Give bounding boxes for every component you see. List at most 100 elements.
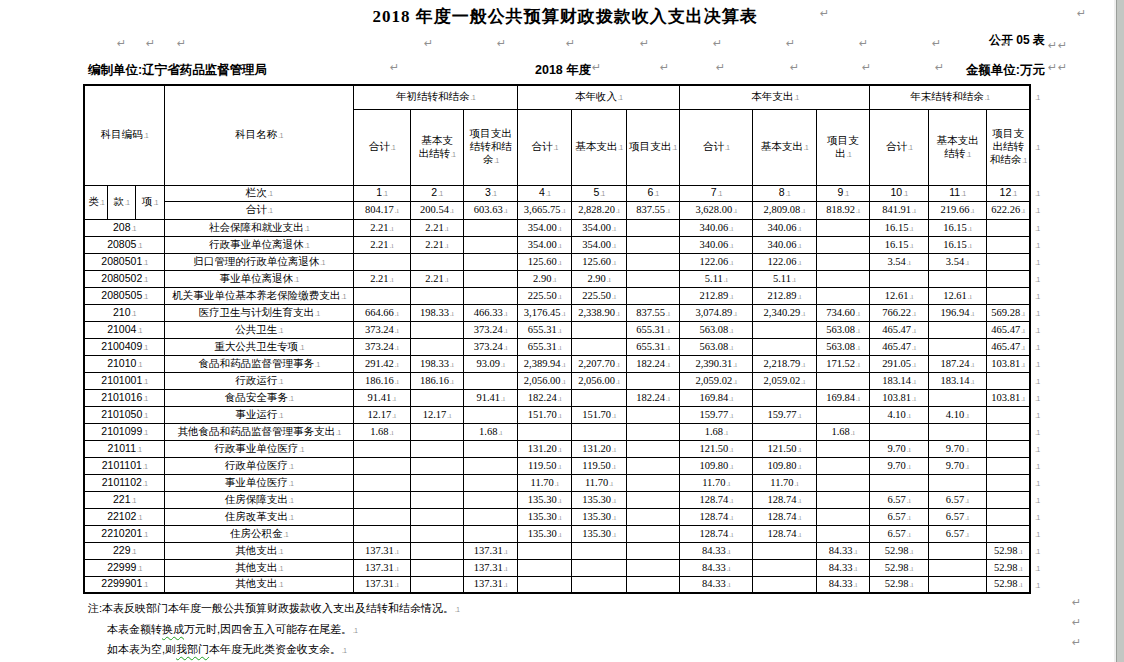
value-cell (354, 287, 410, 304)
cell-end-mark-icon: .1 (666, 310, 670, 317)
value-cell (987, 423, 1031, 440)
table-row: 210.1医疗卫生与计划生育支出.1664.66.1198.33.1466.33… (84, 304, 1046, 321)
value-cell: 52.98.1 (987, 559, 1031, 576)
value-cell: 52.98.1 (870, 559, 928, 576)
value-cell: 128.74.1 (680, 491, 753, 508)
value-cell: 2,389.94.1 (518, 355, 572, 372)
cell-end-mark-icon: .1 (907, 497, 911, 504)
value-cell: 187.24.1 (928, 355, 986, 372)
value-cell (816, 457, 870, 474)
paragraph-mark-icon: .1 (1035, 327, 1039, 334)
cell-end-mark-icon: .1 (315, 361, 319, 368)
cell-end-mark-icon: .1 (268, 190, 272, 197)
paragraph-mark-icon: .1 (1035, 310, 1039, 317)
info-row: 编制单位:辽宁省药品监督管理局 2018 年度 金额单位:万元 (83, 60, 1047, 82)
cell-end-mark-icon: .1 (143, 480, 147, 487)
table-row: 21004.1公共卫生.1373.24.1373.24.1655.31.1655… (84, 321, 1046, 338)
paragraph-mark-icon: ↵ (1048, 40, 1057, 51)
value-cell: 5.11.1 (753, 270, 817, 287)
cell-end-mark-icon: .1 (797, 293, 801, 300)
cell-end-mark-icon: .1 (907, 463, 911, 470)
cell-end-mark-icon: .1 (132, 310, 136, 317)
value-cell: 563.08.1 (816, 321, 870, 338)
cell-end-mark-icon: .1 (395, 310, 399, 317)
cell-end-mark-icon: .1 (853, 548, 857, 555)
value-cell: 119.50.1 (572, 457, 626, 474)
group-header-3: 年末结转和结余.1 (870, 85, 1030, 109)
row-end-area: .1 (1030, 508, 1046, 525)
cell-end-mark-icon: .1 (143, 293, 147, 300)
value-cell (987, 287, 1031, 304)
value-cell: 12.61.1 (928, 287, 986, 304)
value-cell (816, 406, 870, 423)
value-cell (816, 253, 870, 270)
cell-end-mark-icon: .1 (284, 531, 288, 538)
value-cell (464, 287, 518, 304)
value-cell: 128.74.1 (680, 525, 753, 542)
value-cell: 2.21.1 (354, 219, 410, 236)
paragraph-mark-icon: .1 (1035, 548, 1039, 555)
subject-name-cell: 住房公积金.1 (165, 525, 354, 542)
value-cell (410, 474, 464, 491)
subject-name-cell: 社会保障和就业支出.1 (165, 219, 354, 236)
cell-end-mark-icon: .1 (666, 344, 670, 351)
subject-code-cell: 2101001.1 (84, 372, 165, 389)
cell-end-mark-icon: .1 (616, 310, 620, 317)
paragraph-mark-icon: .1 (1035, 395, 1039, 402)
cell-end-mark-icon: .1 (856, 327, 860, 334)
cell-end-mark-icon: .1 (305, 225, 309, 232)
value-cell: 198.33.1 (410, 304, 464, 321)
subject-name-cell: 事业运行.1 (165, 406, 354, 423)
value-cell: 84.33.1 (680, 542, 753, 559)
value-cell (410, 508, 464, 525)
value-cell: 103.81.1 (987, 355, 1031, 372)
column-number: 7.1 (680, 185, 753, 201)
subject-name-cell: 食品安全事务.1 (165, 389, 354, 406)
page-edge-strip (1116, 0, 1124, 662)
value-cell (410, 440, 464, 457)
paragraph-mark-icon: ↵ (1072, 617, 1081, 628)
paragraph-mark-icon: .1 (1035, 144, 1039, 151)
row-end-area: .1 (1030, 355, 1046, 372)
group-header-1: 本年收入.1 (518, 85, 680, 109)
value-cell: 137.31.1 (354, 559, 410, 576)
value-cell (626, 457, 680, 474)
value-cell: 212.89.1 (753, 287, 817, 304)
cell-end-mark-icon: .1 (612, 463, 616, 470)
cell-end-mark-icon: .1 (557, 463, 561, 470)
cell-end-mark-icon: .1 (504, 207, 508, 214)
value-cell: 135.30.1 (518, 508, 572, 525)
subject-code-cell: 2080501.1 (84, 253, 165, 270)
cell-end-mark-icon: .1 (851, 429, 855, 436)
cell-end-mark-icon: .1 (450, 207, 454, 214)
row-end-area: .1 (1030, 109, 1046, 185)
cell-end-mark-icon: .1 (143, 344, 147, 351)
value-cell (410, 338, 464, 355)
subject-name-cell: 其他支出.1 (165, 576, 354, 593)
cell-end-mark-icon: .1 (717, 190, 721, 197)
table-row: 22102.1住房改革支出.1135.30.1135.30.1128.74.11… (84, 508, 1046, 525)
cell-end-mark-icon: .1 (450, 378, 454, 385)
value-cell (354, 491, 410, 508)
value-cell: 563.08.1 (680, 321, 753, 338)
cell-end-mark-icon: .1 (801, 207, 805, 214)
cell-end-mark-icon: .1 (451, 151, 455, 158)
value-cell: 3.54.1 (928, 253, 986, 270)
value-cell (626, 253, 680, 270)
value-cell: 9.70.1 (870, 457, 928, 474)
subject-code-cell: 2101102.1 (84, 474, 165, 491)
value-cell (928, 576, 986, 593)
cell-end-mark-icon: .1 (289, 514, 293, 521)
cell-end-mark-icon: .1 (501, 361, 505, 368)
paragraph-mark-icon: .1 (1035, 480, 1039, 487)
value-cell: 6.57.1 (928, 491, 986, 508)
paragraph-mark-icon: ↵ (497, 38, 506, 49)
cell-end-mark-icon: .1 (616, 207, 620, 214)
value-cell: 137.31.1 (464, 576, 518, 593)
group-header-2: 本年支出.1 (680, 85, 870, 109)
value-cell: 6.57.1 (928, 525, 986, 542)
paragraph-mark-icon: ↵ (146, 38, 155, 49)
cell-end-mark-icon: .1 (856, 395, 860, 402)
value-cell: 135.30.1 (572, 525, 626, 542)
subject-name-cell: 机关事业单位基本养老保险缴费支出.1 (165, 287, 354, 304)
